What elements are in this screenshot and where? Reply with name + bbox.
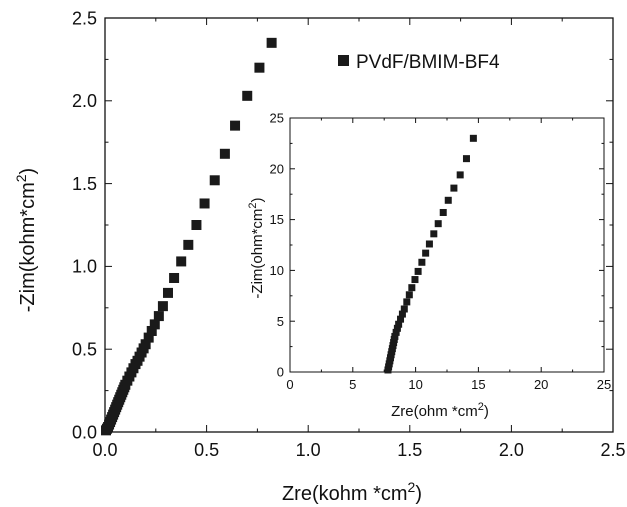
main-data-point bbox=[176, 256, 187, 267]
inset-y-tick-label: 20 bbox=[270, 161, 284, 176]
main-y-axis-title-text: -Zim(kohm*cm bbox=[17, 182, 39, 312]
inset-data-point bbox=[411, 276, 419, 284]
inset-data-point bbox=[439, 208, 447, 216]
inset-data-point bbox=[403, 298, 411, 306]
inset-data-point bbox=[395, 320, 403, 328]
main-data-point bbox=[149, 319, 160, 330]
inset-data-point bbox=[418, 258, 426, 266]
inset-x-tick-label: 25 bbox=[597, 377, 611, 392]
main-data-point bbox=[169, 272, 180, 283]
inset-y-axis-title-end: ) bbox=[249, 197, 266, 202]
main-data-point bbox=[230, 120, 241, 131]
inset-plot-frame bbox=[289, 117, 605, 373]
main-y-tick-label: 2.0 bbox=[72, 91, 97, 111]
inset-data-point bbox=[398, 310, 406, 318]
inset-data-point bbox=[414, 267, 422, 275]
legend-marker bbox=[338, 55, 349, 66]
main-x-tick-label: 2.0 bbox=[499, 440, 524, 460]
inset-x-tick-label: 5 bbox=[349, 377, 356, 392]
main-data-point bbox=[191, 220, 202, 230]
inset-y-axis-title-text: -Zim(ohm*cm bbox=[249, 209, 266, 299]
inset-x-axis-title-end: ) bbox=[484, 403, 489, 420]
main-data-point bbox=[254, 62, 265, 73]
inset-data-point bbox=[434, 220, 442, 228]
main-x-axis-title-text: Zre(kohm *cm bbox=[282, 483, 408, 505]
main-data-point bbox=[162, 287, 173, 298]
main-data-point bbox=[242, 90, 253, 101]
inset-ticks: 0 5 10 15 20 25 0 5 10 15 20 25 bbox=[270, 111, 612, 392]
main-data-point bbox=[146, 325, 157, 336]
inset-data-point bbox=[405, 291, 413, 299]
inset-data-point bbox=[456, 171, 464, 179]
main-y-tick-label: 0.5 bbox=[72, 340, 97, 360]
main-x-tick-label: 1.0 bbox=[296, 440, 321, 460]
inset-data-point bbox=[393, 324, 401, 332]
inset-x-tick-label: 0 bbox=[286, 377, 293, 392]
main-y-tick-label: 2.5 bbox=[72, 8, 97, 28]
main-y-axis-title-end: ) bbox=[17, 168, 39, 175]
inset-data-point bbox=[430, 230, 438, 238]
main-data-point bbox=[157, 301, 168, 312]
main-x-tick-label: 2.5 bbox=[600, 440, 625, 460]
inset-y-tick-label: 15 bbox=[270, 212, 284, 227]
inset-y-tick-label: 10 bbox=[270, 263, 284, 278]
inset-y-tick-label: 0 bbox=[277, 365, 284, 380]
main-y-axis-title: -Zim(kohm*cm2) bbox=[13, 168, 39, 312]
main-data-point bbox=[140, 339, 151, 350]
main-data-point bbox=[219, 148, 230, 159]
inset-data-point bbox=[469, 134, 477, 142]
inset-x-tick-label: 15 bbox=[471, 377, 485, 392]
main-ticks: 0.0 0.5 1.0 1.5 2.0 2.5 0.0 0.5 1.0 1.5 2.0 2.5 bbox=[72, 8, 626, 460]
main-data-point bbox=[143, 332, 154, 343]
main-x-tick-label: 1.5 bbox=[397, 440, 422, 460]
inset-data-point bbox=[422, 249, 430, 257]
inset-data-point bbox=[408, 284, 416, 292]
main-y-axis-title-sup: 2 bbox=[13, 174, 29, 182]
main-data-point bbox=[183, 239, 194, 250]
inset-data-point bbox=[400, 305, 408, 313]
inset-series-points bbox=[384, 134, 477, 374]
inset-x-axis-title-text: Zre(ohm *cm bbox=[391, 403, 478, 420]
main-data-point bbox=[209, 175, 220, 186]
inset-x-tick-label: 10 bbox=[408, 377, 422, 392]
inset-y-axis-title-sup: 2 bbox=[247, 202, 259, 208]
inset-data-point bbox=[462, 155, 470, 163]
main-x-tick-label: 0.0 bbox=[92, 440, 117, 460]
legend-label: PVdF/BMIM-BF4 bbox=[356, 52, 500, 73]
inset-x-axis-title-sup: 2 bbox=[478, 401, 484, 413]
main-data-point bbox=[266, 37, 277, 48]
main-y-tick-label: 1.0 bbox=[72, 257, 97, 277]
main-y-tick-label: 1.5 bbox=[72, 174, 97, 194]
main-data-point bbox=[153, 311, 164, 322]
inset-data-point bbox=[392, 328, 400, 336]
inset-y-axis-title: -Zim(ohm*cm2) bbox=[247, 197, 266, 298]
inset-data-point bbox=[397, 315, 405, 323]
main-x-tick-label: 0.5 bbox=[194, 440, 219, 460]
main-y-tick-label: 0.0 bbox=[72, 422, 97, 442]
main-x-axis-title-sup: 2 bbox=[408, 479, 416, 495]
inset-data-point bbox=[450, 184, 458, 192]
inset-y-tick-label: 5 bbox=[277, 314, 284, 329]
main-x-axis-title-end: ) bbox=[415, 483, 422, 505]
main-series-points bbox=[101, 37, 277, 436]
inset-x-tick-label: 20 bbox=[534, 377, 548, 392]
inset-y-tick-label: 25 bbox=[270, 111, 284, 126]
main-data-point bbox=[199, 198, 210, 209]
inset-data-point bbox=[444, 196, 452, 204]
main-x-axis-title: Zre(kohm *cm2) bbox=[282, 479, 422, 505]
inset-data-point bbox=[391, 332, 399, 340]
inset-data-point bbox=[425, 240, 433, 248]
inset-x-axis-title: Zre(ohm *cm2) bbox=[391, 401, 489, 420]
main-plot-frame bbox=[104, 17, 614, 433]
